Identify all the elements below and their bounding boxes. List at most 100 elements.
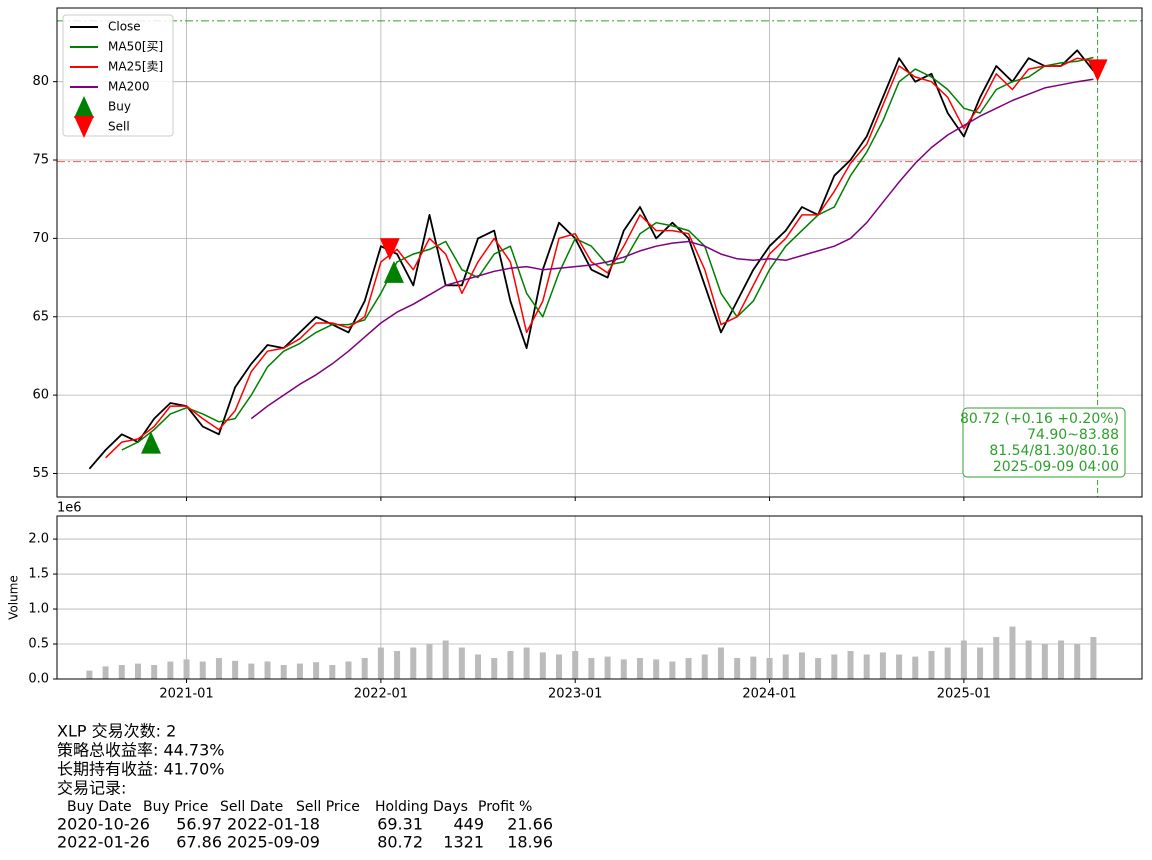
y-tick-label: 1.0 (28, 602, 49, 617)
annotation-text: 81.54/81.30/80.16 (989, 443, 1119, 459)
legend-label: Sell (108, 120, 130, 134)
volume-bar (507, 651, 514, 679)
volume-bar (766, 658, 773, 679)
table-cell: 2025-09-09 (227, 833, 320, 852)
volume-bar (944, 647, 951, 679)
volume-bar (134, 663, 141, 679)
series-line (250, 78, 1094, 420)
volume-bar (410, 647, 417, 679)
legend-label: Buy (108, 100, 131, 114)
volume-bar (636, 658, 643, 679)
annotation-text: 80.72 (+0.16 +0.20%) (960, 411, 1119, 427)
table-header: Holding Days (375, 799, 468, 815)
summary-line: 长期持有收益: 41.70% (57, 760, 225, 779)
volume-bar (442, 640, 449, 679)
volume-bar (1090, 637, 1097, 679)
table-cell: 2020-10-26 (57, 815, 150, 834)
table-cell: 2022-01-18 (227, 815, 320, 834)
volume-bar (847, 651, 854, 679)
volume-bar (620, 659, 627, 679)
volume-bar (928, 651, 935, 679)
y-tick-label: 70 (32, 231, 49, 246)
y-tick-label: 2.0 (28, 532, 49, 547)
y-tick-label: 0.5 (28, 637, 49, 652)
x-tick-label: 2025-01 (937, 687, 991, 702)
volume-bar (183, 659, 190, 679)
volume-bar (475, 654, 482, 679)
table-header: Buy Date (67, 799, 132, 815)
volume-bar (296, 663, 303, 679)
volume-bar (734, 658, 741, 679)
volume-bar (701, 654, 708, 679)
summary-line: XLP 交易次数: 2 (57, 722, 176, 741)
x-tick-label: 2024-01 (742, 687, 796, 702)
volume-bar (588, 658, 595, 679)
series-line (88, 49, 1095, 470)
offset-label: 1e6 (57, 501, 82, 516)
volume-bar (556, 654, 563, 679)
volume-bar (750, 656, 757, 679)
volume-bar (102, 666, 109, 679)
volume-bar (151, 665, 158, 679)
volume-bar (685, 658, 692, 679)
volume-bar (232, 660, 239, 679)
volume-bar (539, 652, 546, 679)
volume-bar (1041, 644, 1048, 679)
table-cell: 2022-01-26 (57, 833, 150, 852)
sell-marker (379, 238, 400, 261)
volume-bar (248, 663, 255, 679)
volume-bar (280, 665, 287, 679)
y-tick-label: 1.5 (28, 567, 49, 582)
volume-bar (653, 659, 660, 679)
volume-bar (394, 651, 401, 679)
volume-bar (1074, 644, 1081, 679)
legend-swatch (74, 96, 94, 118)
legend-label: MA50[买] (108, 40, 163, 54)
volume-bar (523, 647, 530, 679)
sell-marker (1087, 59, 1108, 82)
volume-bar (264, 661, 271, 679)
volume-bar (1009, 626, 1016, 679)
volume-bar (199, 661, 206, 679)
volume-bar (1058, 640, 1065, 679)
volume-bar (815, 658, 822, 679)
y-tick-label: 65 (32, 309, 49, 324)
table-cell: 449 (453, 815, 484, 834)
volume-bar (1025, 640, 1032, 679)
x-tick-label: 2021-01 (159, 687, 213, 702)
volume-bar (167, 661, 174, 679)
table-cell: 18.96 (507, 833, 553, 852)
volume-bar (960, 640, 967, 679)
volume-bar (572, 651, 579, 679)
volume-bar (912, 656, 919, 679)
table-cell: 80.72 (377, 833, 423, 852)
volume-bar (782, 654, 789, 679)
volume-bar (345, 661, 352, 679)
volume-bar (329, 665, 336, 679)
legend-box (62, 14, 174, 137)
buy-marker (141, 431, 162, 454)
annotation-text: 2025-09-09 04:00 (993, 459, 1119, 475)
summary-line: 交易记录: (57, 779, 126, 798)
volume-bar (491, 658, 498, 679)
volume-bar (977, 647, 984, 679)
x-tick-label: 2023-01 (548, 687, 602, 702)
volume-bar (604, 656, 611, 679)
volume-bar (377, 647, 384, 679)
volume-bar (831, 654, 838, 679)
axes-frame (56, 515, 1143, 680)
table-header: Buy Price (143, 799, 208, 815)
table-cell: 67.86 (176, 833, 222, 852)
volume-bar (669, 661, 676, 679)
table-header: Sell Date (220, 799, 283, 815)
volume-bar (361, 658, 368, 679)
table-header: Profit % (478, 799, 532, 815)
table-cell: 1321 (443, 833, 484, 852)
series-line (121, 56, 1094, 451)
y-tick-label: 80 (32, 74, 49, 89)
volume-bar (458, 647, 465, 679)
buy-marker (383, 260, 404, 283)
volume-bar (86, 670, 93, 679)
volume-bar (863, 654, 870, 679)
